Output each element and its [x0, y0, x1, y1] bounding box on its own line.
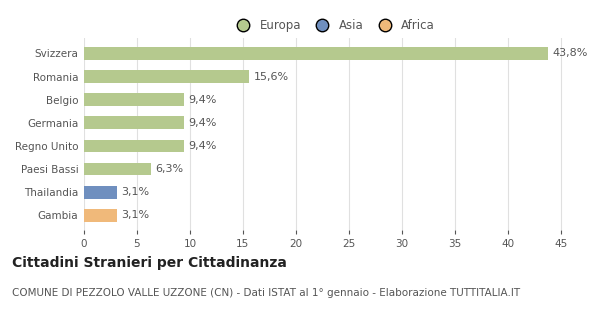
Text: COMUNE DI PEZZOLO VALLE UZZONE (CN) - Dati ISTAT al 1° gennaio - Elaborazione TU: COMUNE DI PEZZOLO VALLE UZZONE (CN) - Da…	[12, 288, 520, 298]
Text: Cittadini Stranieri per Cittadinanza: Cittadini Stranieri per Cittadinanza	[12, 256, 287, 270]
Text: 9,4%: 9,4%	[188, 141, 216, 151]
Text: 3,1%: 3,1%	[121, 210, 149, 220]
Bar	[84, 93, 184, 106]
Text: 9,4%: 9,4%	[188, 118, 216, 128]
Bar	[84, 47, 548, 60]
Bar	[84, 116, 184, 129]
Bar	[84, 209, 117, 222]
Text: 3,1%: 3,1%	[121, 187, 149, 197]
Bar	[84, 70, 249, 83]
Bar	[84, 186, 117, 198]
Text: 43,8%: 43,8%	[553, 49, 588, 59]
Bar	[84, 140, 184, 152]
Text: 6,3%: 6,3%	[155, 164, 183, 174]
Text: 15,6%: 15,6%	[254, 72, 289, 82]
Text: 9,4%: 9,4%	[188, 95, 216, 105]
Bar	[84, 163, 151, 175]
Legend: Europa, Asia, Africa: Europa, Asia, Africa	[231, 19, 435, 32]
